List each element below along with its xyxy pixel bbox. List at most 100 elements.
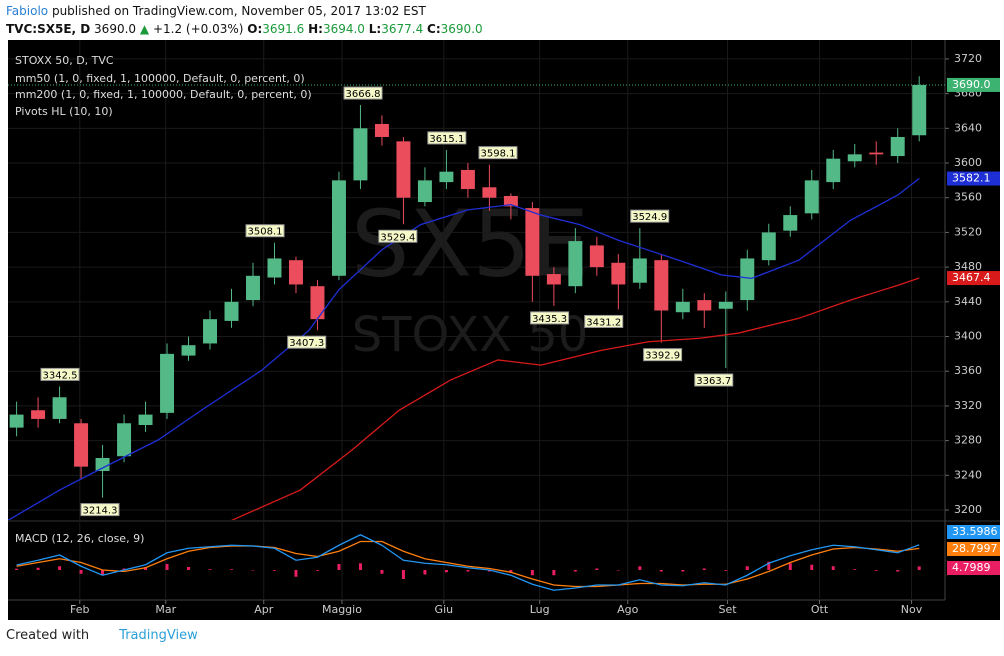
- candle-body: [826, 158, 841, 183]
- header-line: Fabiolo published on TradingView.com, No…: [6, 2, 483, 20]
- histogram-bar: [165, 564, 169, 570]
- chart-title: STOXX 50, D, TVC: [15, 54, 114, 67]
- l-label: L:: [368, 22, 382, 36]
- arrow: ▲: [139, 22, 150, 36]
- pivot-box: [584, 314, 624, 328]
- x-tick-label: Ott: [811, 603, 829, 616]
- x-tick-label: Lug: [530, 603, 550, 616]
- histogram-bar: [810, 564, 814, 570]
- candle-body: [353, 128, 368, 181]
- histogram-bar: [401, 570, 405, 579]
- x-tick-label: Maggio: [322, 603, 362, 616]
- candle-body: [288, 260, 303, 285]
- candle-body: [160, 353, 175, 413]
- candle-body: [804, 180, 819, 214]
- pivot-box: [694, 373, 734, 387]
- o-label: O:: [247, 22, 263, 36]
- candle-body: [95, 457, 110, 471]
- candle-body: [331, 180, 346, 276]
- candle-body: [847, 154, 862, 162]
- candle-body: [912, 84, 927, 136]
- macd-badge: [947, 542, 1000, 556]
- candle-body: [117, 423, 132, 457]
- histogram-bar: [638, 566, 642, 570]
- brand[interactable]: TradingView: [119, 628, 198, 643]
- histogram-bar: [466, 570, 470, 572]
- histogram-bar: [681, 570, 685, 572]
- moving-average: [231, 277, 920, 520]
- c-label: C:: [427, 22, 441, 36]
- pivot-box: [343, 86, 383, 100]
- price-badge-label: 3690.0: [952, 78, 991, 91]
- macd-badge-label: 28.7997: [952, 542, 998, 555]
- pivot-box: [40, 367, 80, 381]
- y-tick-label: 3440: [954, 295, 982, 308]
- price: 3690.0: [94, 22, 137, 36]
- x-tick-label: Set: [718, 603, 737, 616]
- candle-body: [396, 141, 411, 198]
- candle-body: [31, 410, 46, 419]
- histogram-bar: [874, 570, 878, 571]
- candle-body: [52, 397, 67, 419]
- pivot-label: 3508.1: [248, 227, 283, 238]
- pivot-label: 3435.3: [532, 314, 567, 325]
- y-tick-label: 3480: [954, 260, 982, 273]
- author[interactable]: Fabiolo: [6, 4, 49, 18]
- header-line: TVC:SX5E, D 3690.0 ▲ +1.2 (+0.03%) O:369…: [6, 20, 483, 38]
- macd-badge: [947, 525, 1000, 539]
- histogram-bar: [251, 570, 255, 571]
- symbol: TVC:SX5E, D: [6, 22, 91, 36]
- histogram-bar: [144, 567, 148, 570]
- histogram-bar: [896, 570, 900, 572]
- histogram-bar: [15, 568, 19, 570]
- histogram-bar: [315, 570, 319, 571]
- y-tick-label: 3600: [954, 156, 982, 169]
- candle-body: [503, 195, 518, 207]
- candle-body: [740, 258, 755, 301]
- candle-body: [718, 301, 733, 309]
- candle-body: [783, 215, 798, 231]
- h: 3694.0: [322, 22, 365, 36]
- histogram-bar: [79, 570, 83, 574]
- histogram-bar: [187, 567, 191, 570]
- macd-line: [16, 534, 920, 591]
- price-badge-label: 3467.4: [952, 271, 991, 284]
- histogram-bar: [444, 570, 448, 573]
- histogram-bar: [36, 567, 40, 570]
- y-tick-label: 3360: [954, 364, 982, 377]
- pivot-label: 3214.3: [82, 506, 117, 517]
- candle-body: [203, 319, 217, 344]
- macd-badge: [947, 561, 1000, 575]
- y-tick-label: 3240: [954, 468, 982, 481]
- header: Fabiolo published on TradingView.com, No…: [6, 2, 483, 38]
- histogram-bar: [380, 570, 384, 574]
- price-badge: [947, 171, 1000, 186]
- footer: Created with TradingView: [6, 628, 198, 643]
- c: 3690.0: [440, 22, 483, 36]
- pivot-label: 3598.1: [480, 149, 515, 160]
- candle-body: [697, 300, 712, 311]
- histogram-bar: [487, 570, 491, 572]
- pivot-box: [530, 311, 570, 325]
- signal-line: [16, 540, 920, 588]
- histogram-bar: [58, 566, 62, 570]
- pivot-label: 3615.1: [429, 134, 464, 145]
- candle-body: [9, 414, 24, 428]
- histogram-bar: [702, 568, 706, 570]
- y-tick-label: 3320: [954, 399, 982, 412]
- histogram-bar: [616, 570, 620, 571]
- pivot-label: 3431.2: [586, 317, 621, 328]
- candle-body: [460, 169, 475, 190]
- candle-body: [310, 286, 325, 320]
- x-tick-label: Ago: [617, 603, 639, 616]
- y-tick-label: 3200: [954, 503, 982, 516]
- histogram-bar: [230, 569, 234, 570]
- candle-body: [632, 258, 647, 283]
- histogram-bar: [573, 570, 577, 572]
- pivot-box: [427, 131, 467, 145]
- histogram-bar: [208, 569, 212, 570]
- histogram-bar: [294, 570, 298, 577]
- pivot-box: [287, 335, 327, 349]
- legend-entry: mm50 (1, 0, fixed, 1, 100000, Default, 0…: [15, 72, 305, 85]
